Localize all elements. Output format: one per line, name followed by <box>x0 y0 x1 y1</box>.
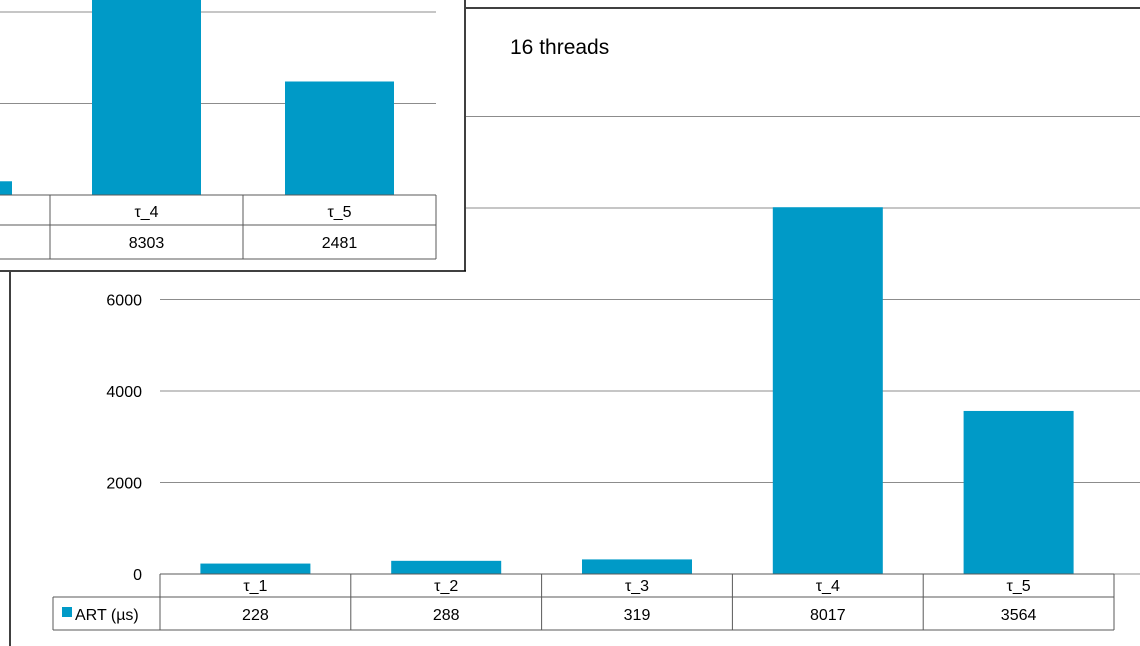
data-table-value: 8017 <box>810 607 846 624</box>
y-tick-label: 2000 <box>106 476 142 493</box>
inset-bar-partial <box>0 181 12 195</box>
legend-key <box>62 607 72 617</box>
bar <box>200 563 311 574</box>
y-tick-label: 4000 <box>106 384 142 401</box>
inset-data-table: τ_4 τ_5 8303 2481 <box>0 194 437 260</box>
inset-data-table-value: 2481 <box>322 235 358 252</box>
inset-bars <box>0 0 394 195</box>
data-table-value: 228 <box>242 607 269 624</box>
inset-bar <box>92 0 201 195</box>
x-category-label: τ_1 <box>243 578 267 595</box>
x-category-label: τ_5 <box>1007 578 1031 595</box>
inset-bar <box>285 81 394 195</box>
data-table-value: 288 <box>433 607 460 624</box>
chart-title: 16 threads <box>510 36 609 59</box>
inset-data-table-value: 8303 <box>129 235 165 252</box>
inset-chart-panel: τ_4 τ_5 8303 2481 <box>0 0 466 272</box>
x-category-label: τ_3 <box>625 578 649 595</box>
x-category-label: τ_4 <box>816 578 840 595</box>
bar <box>582 559 692 574</box>
series-name: ART (µs) <box>75 607 139 624</box>
bar <box>963 410 1074 574</box>
y-tick-label: 6000 <box>106 293 142 310</box>
inset-chart: τ_4 τ_5 8303 2481 <box>0 0 466 272</box>
bars <box>200 207 1074 575</box>
y-axis-ticks: 0 2000 4000 6000 <box>106 293 142 585</box>
bar <box>772 207 883 575</box>
data-table-value: 3564 <box>1001 607 1037 624</box>
bar <box>391 560 502 574</box>
x-category-label: τ_2 <box>434 578 458 595</box>
y-tick-label: 0 <box>133 567 142 584</box>
inset-x-category-label: τ_5 <box>327 204 351 221</box>
data-table: τ_1 τ_2 τ_3 τ_4 τ_5 228 288 319 8017 3564 ART (µs) <box>52 573 1115 631</box>
data-table-value: 319 <box>624 607 651 624</box>
inset-x-category-label: τ_4 <box>134 204 158 221</box>
